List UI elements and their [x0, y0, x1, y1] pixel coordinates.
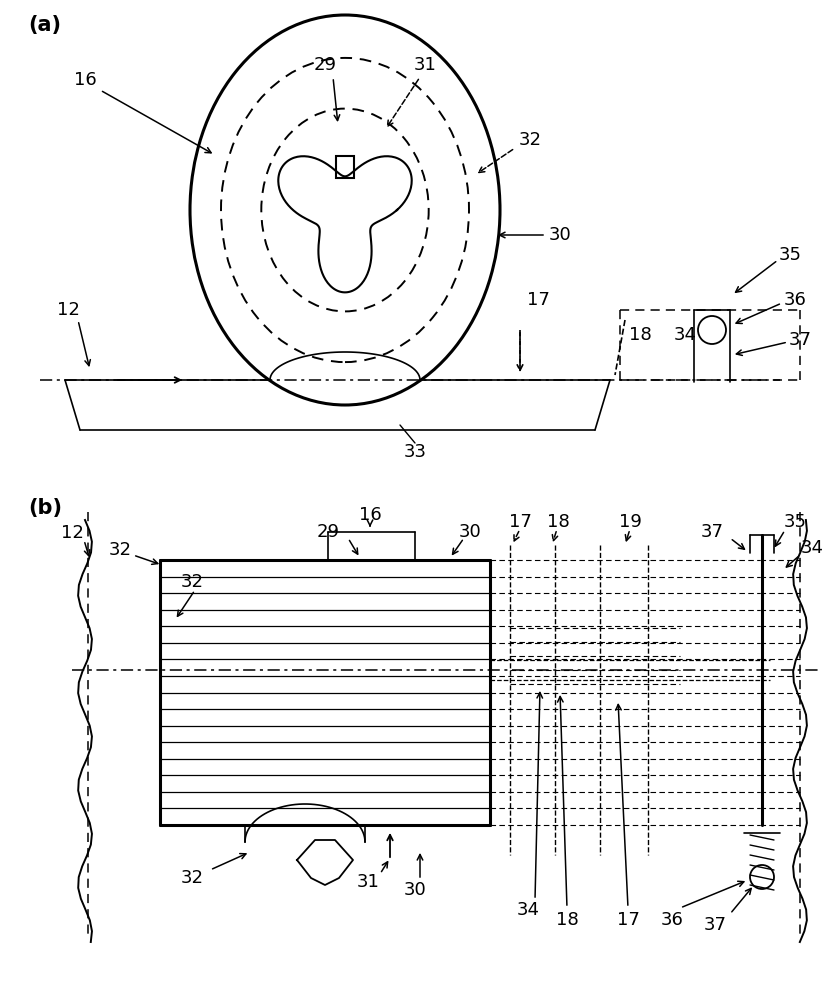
- Text: 34: 34: [673, 326, 696, 344]
- Text: 35: 35: [784, 513, 806, 531]
- Text: 31: 31: [414, 56, 437, 74]
- Text: 36: 36: [661, 911, 683, 929]
- Text: 17: 17: [527, 291, 549, 309]
- Text: 30: 30: [404, 881, 426, 899]
- Text: 34: 34: [800, 539, 824, 557]
- Text: 32: 32: [108, 541, 131, 559]
- Text: 18: 18: [556, 911, 578, 929]
- Text: 30: 30: [548, 226, 572, 244]
- Text: 35: 35: [779, 246, 801, 264]
- Text: 19: 19: [618, 513, 641, 531]
- Text: 17: 17: [617, 911, 640, 929]
- Text: (b): (b): [28, 498, 62, 518]
- Text: 29: 29: [317, 523, 340, 541]
- Text: 32: 32: [181, 869, 204, 887]
- Text: 17: 17: [508, 513, 532, 531]
- Text: 36: 36: [784, 291, 806, 309]
- Text: (a): (a): [28, 15, 61, 35]
- Text: 37: 37: [704, 916, 726, 934]
- Text: 12: 12: [57, 301, 79, 319]
- Text: 12: 12: [61, 524, 83, 542]
- Text: 18: 18: [547, 513, 569, 531]
- Text: 29: 29: [314, 56, 336, 74]
- Text: 33: 33: [404, 443, 427, 461]
- Text: 30: 30: [458, 523, 482, 541]
- Text: 31: 31: [357, 873, 379, 891]
- Text: 18: 18: [629, 326, 651, 344]
- Text: 34: 34: [517, 901, 539, 919]
- Text: 16: 16: [73, 71, 97, 89]
- Bar: [336, 156, 354, 178]
- Text: 32: 32: [518, 131, 542, 149]
- Text: 37: 37: [701, 523, 724, 541]
- Text: 32: 32: [181, 573, 204, 591]
- Text: 16: 16: [359, 506, 381, 524]
- Text: 37: 37: [789, 331, 811, 349]
